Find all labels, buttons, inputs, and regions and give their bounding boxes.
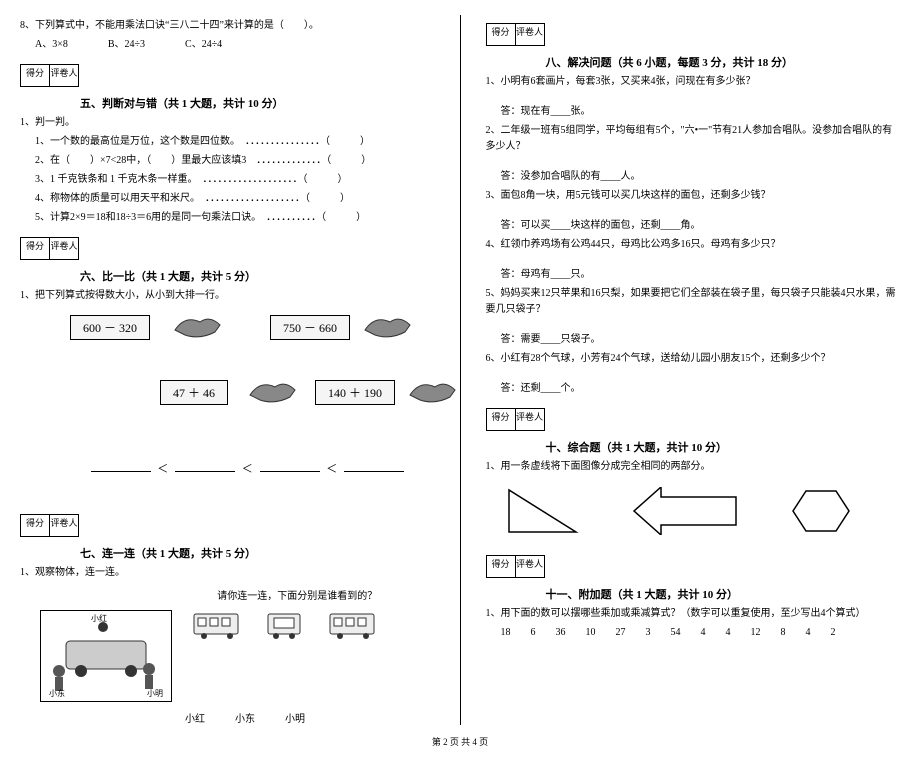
q8-text: 8、下列算式中，不能用乘法口诀“三八二十四”来计算的是（ ）。	[20, 18, 435, 34]
bus-view-1	[192, 610, 242, 642]
expr-2: 750 － 660	[270, 315, 350, 340]
label-right: 小明	[147, 688, 163, 699]
score-label: 得分	[487, 556, 516, 577]
scene-box: 小红 小东 小明	[40, 610, 172, 702]
grader-label: 评卷人	[50, 238, 78, 259]
bus-view-2	[260, 610, 310, 642]
sec7-lead: 1、观察物体，连一连。	[20, 565, 435, 581]
q8-5: 5、妈妈买来12只苹果和16只梨，如果要把它们全部装在袋子里，每只袋子只能装4只…	[486, 286, 901, 318]
section-8-title: 八、解决问题（共 6 小题，每题 3 分，共计 18 分）	[546, 54, 901, 70]
bus-view-3	[328, 610, 378, 642]
label-top: 小红	[91, 613, 107, 624]
section-6-title: 六、比一比（共 1 大题，共计 5 分）	[80, 268, 435, 284]
a8-5: 答：需要____只袋子。	[501, 332, 901, 348]
bird-icon	[360, 310, 415, 345]
section-10-title: 十、综合题（共 1 大题，共计 10 分）	[546, 439, 901, 455]
sec5-item-3: 3、1 千克铁条和 1 千克木条一样重。 ．．．．．．．．．．．．．．．．．．．…	[35, 172, 435, 188]
page-footer: 第 2 页 共 4 页	[20, 735, 900, 748]
a8-2: 答：没参加合唱队的有____人。	[501, 169, 901, 185]
bird-icon	[245, 375, 300, 410]
q8-3: 3、面包8角一块，用5元钱可以买几块这样的面包，还剩多少钱？	[486, 188, 901, 204]
section-7-title: 七、连一连（共 1 大题，共计 5 分）	[80, 545, 435, 561]
a8-1: 答：现在有____张。	[501, 104, 901, 120]
grader-label: 评卷人	[516, 24, 544, 45]
score-label: 得分	[21, 65, 50, 86]
left-column: 8、下列算式中，不能用乘法口诀“三八二十四”来计算的是（ ）。 A、3×8 B、…	[20, 15, 435, 725]
right-column: 得分 评卷人 八、解决问题（共 6 小题，每题 3 分，共计 18 分） 1、小…	[486, 15, 901, 725]
name-3: 小明	[285, 710, 305, 725]
names-row: 小红 小东 小明	[185, 710, 435, 725]
a8-3: 答：可以买____块这样的面包，还剩____角。	[501, 218, 901, 234]
bird-icon	[170, 310, 225, 345]
score-box-5: 得分 评卷人	[20, 64, 79, 87]
score-box-11: 得分 评卷人	[486, 555, 545, 578]
sec5-item-5: 5、计算2×9＝18和18÷3＝6用的是同一句乘法口诀。 ．．．．．．．．．．（…	[35, 210, 435, 226]
q8-2: 2、二年级一班有5组同学，平均每组有5个，"六•一"节有21人参加合唱队。没参加…	[486, 123, 901, 155]
sec5-item-4: 4、称物体的质量可以用天平和米尺。 ．．．．．．．．．．．．．．．．．．．（ ）	[35, 191, 435, 207]
score-label: 得分	[487, 24, 516, 45]
score-box-6: 得分 评卷人	[20, 237, 79, 260]
q8-options: A、3×8 B、24÷3 C、24÷4	[35, 37, 435, 53]
grader-label: 评卷人	[516, 409, 544, 430]
sec5-item-2: 2、在（ ）×7<28中，（ ）里最大应该填3 ．．．．．．．．．．．．．（ ）	[35, 153, 435, 169]
grader-label: 评卷人	[516, 556, 544, 577]
column-divider	[460, 15, 461, 725]
sec5-lead: 1、判一判。	[20, 115, 435, 131]
grader-label: 评卷人	[50, 65, 78, 86]
score-label: 得分	[487, 409, 516, 430]
q8-4: 4、红领巾养鸡场有公鸡44只，母鸡比公鸡多16只。母鸡有多少只？	[486, 237, 901, 253]
score-box-10: 得分 评卷人	[486, 408, 545, 431]
triangle-icon	[506, 487, 581, 535]
sec7-hint: 请你连一连，下面分别是谁看到的？	[160, 587, 435, 602]
sec6-lead: 1、把下列算式按得数大小，从小到大排一行。	[20, 288, 435, 304]
expr-4: 140 ＋ 190	[315, 380, 395, 405]
expr-1: 600 － 320	[70, 315, 150, 340]
section-11-title: 十一、附加题（共 1 大题，共计 10 分）	[546, 586, 901, 602]
q8-1: 1、小明有6套画片，每套3张，又买来4张，问现在有多少张？	[486, 74, 901, 90]
bus-views	[192, 610, 378, 642]
score-box-8: 得分 评卷人	[486, 23, 545, 46]
score-label: 得分	[21, 515, 50, 536]
hexagon-icon	[791, 487, 851, 535]
a8-4: 答：母鸡有____只。	[501, 267, 901, 283]
sec11-nums: 18 6 36 10 27 3 54 4 4 12 8 4 2	[501, 625, 901, 641]
shapes-row	[506, 487, 901, 535]
sec11-lead: 1、用下面的数可以摆哪些乘加或乘减算式？（数字可以重复使用，至少写出4个算式）	[486, 606, 901, 622]
name-1: 小红	[185, 710, 205, 725]
sec5-item-1: 1、一个数的最高位是万位，这个数是四位数。 ．．．．．．．．．．．．．．．（ ）	[35, 134, 435, 150]
score-label: 得分	[21, 238, 50, 259]
section-5-title: 五、判断对与错（共 1 大题，共计 10 分）	[80, 95, 435, 111]
arrow-icon	[631, 487, 741, 535]
page-content: 8、下列算式中，不能用乘法口诀“三八二十四”来计算的是（ ）。 A、3×8 B、…	[20, 15, 900, 725]
compare-blanks: ＜ ＜ ＜	[60, 460, 435, 476]
grader-label: 评卷人	[50, 515, 78, 536]
score-box-7: 得分 评卷人	[20, 514, 79, 537]
sec10-lead: 1、用一条虚线将下面图像分成完全相同的两部分。	[486, 459, 901, 475]
bird-icon	[405, 375, 460, 410]
q8-6: 6、小红有28个气球，小芳有24个气球，送给幼儿园小朋友15个，还剩多少个？	[486, 351, 901, 367]
a8-6: 答：还剩____个。	[501, 381, 901, 397]
observe-diagram: 小红 小东 小明	[40, 610, 435, 702]
bird-diagram: 600 － 320 750 － 660 47 ＋ 46 140 ＋ 190 ＜ …	[60, 310, 435, 500]
name-2: 小东	[235, 710, 255, 725]
expr-3: 47 ＋ 46	[160, 380, 228, 405]
label-left: 小东	[49, 688, 65, 699]
